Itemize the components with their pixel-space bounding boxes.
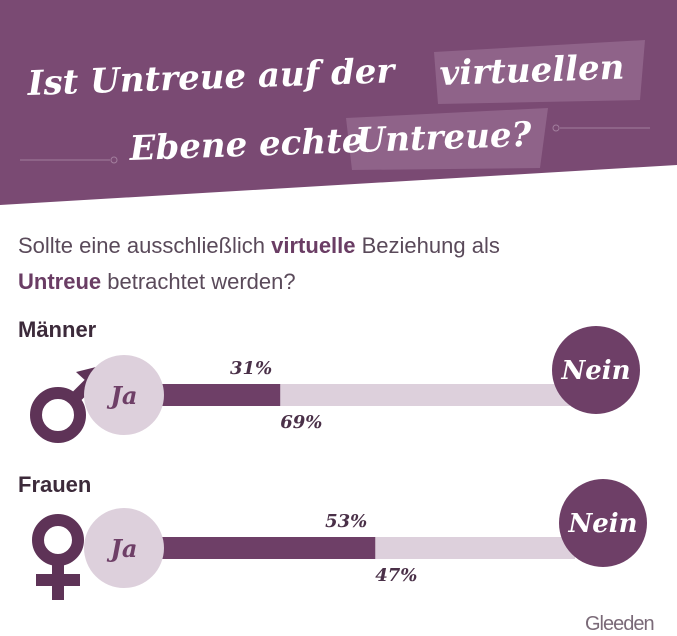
title-line2-b: Untreue? bbox=[355, 115, 533, 161]
title-banner bbox=[0, 0, 677, 205]
question-line-1: Sollte eine ausschließlich virtuelle Bez… bbox=[18, 233, 500, 258]
brand-logo: Gleeden bbox=[585, 613, 654, 635]
question-part-4: Untreue bbox=[18, 269, 101, 294]
title-line2-a: Ebene echte bbox=[128, 121, 364, 169]
question-part-1: Sollte eine ausschließlich bbox=[18, 233, 271, 258]
nein-circle-0 bbox=[552, 326, 640, 414]
group-label-frauen: Frauen bbox=[18, 472, 91, 497]
pct-nein-0: 69% bbox=[280, 412, 322, 433]
title-line1-b: virtuellen bbox=[439, 48, 625, 94]
nein-circle-1 bbox=[559, 479, 647, 567]
question-part-5: betrachtet werden? bbox=[101, 269, 295, 294]
decor-dot-left bbox=[110, 156, 118, 164]
ja-label-1: Ja bbox=[107, 534, 138, 563]
pct-nein-1: 47% bbox=[375, 565, 417, 586]
group-label-maenner: Männer bbox=[18, 317, 97, 342]
title-highlight-2 bbox=[346, 108, 548, 170]
nein-label-0: Nein bbox=[560, 356, 630, 386]
title-highlight-1 bbox=[434, 40, 645, 104]
bar-ja-0 bbox=[150, 384, 281, 406]
nein-label-1: Nein bbox=[567, 509, 637, 539]
question-line-2: Untreue betrachtet werden? bbox=[18, 269, 296, 294]
decor-dot-right bbox=[552, 124, 560, 132]
bar-rows: Ja Nein 31% 69% Ja Nein 53% 47% bbox=[84, 326, 647, 588]
pct-ja-0: 31% bbox=[230, 358, 272, 379]
ja-circle-1 bbox=[84, 508, 164, 588]
question-part-3: Beziehung als bbox=[356, 233, 500, 258]
pct-ja-1: 53% bbox=[325, 511, 367, 532]
bar-ja-1 bbox=[150, 537, 376, 559]
question-part-2: virtuelle bbox=[271, 233, 355, 258]
ja-label-0: Ja bbox=[107, 381, 138, 410]
female-symbol-icon bbox=[32, 514, 84, 600]
ja-circle-0 bbox=[84, 355, 164, 435]
